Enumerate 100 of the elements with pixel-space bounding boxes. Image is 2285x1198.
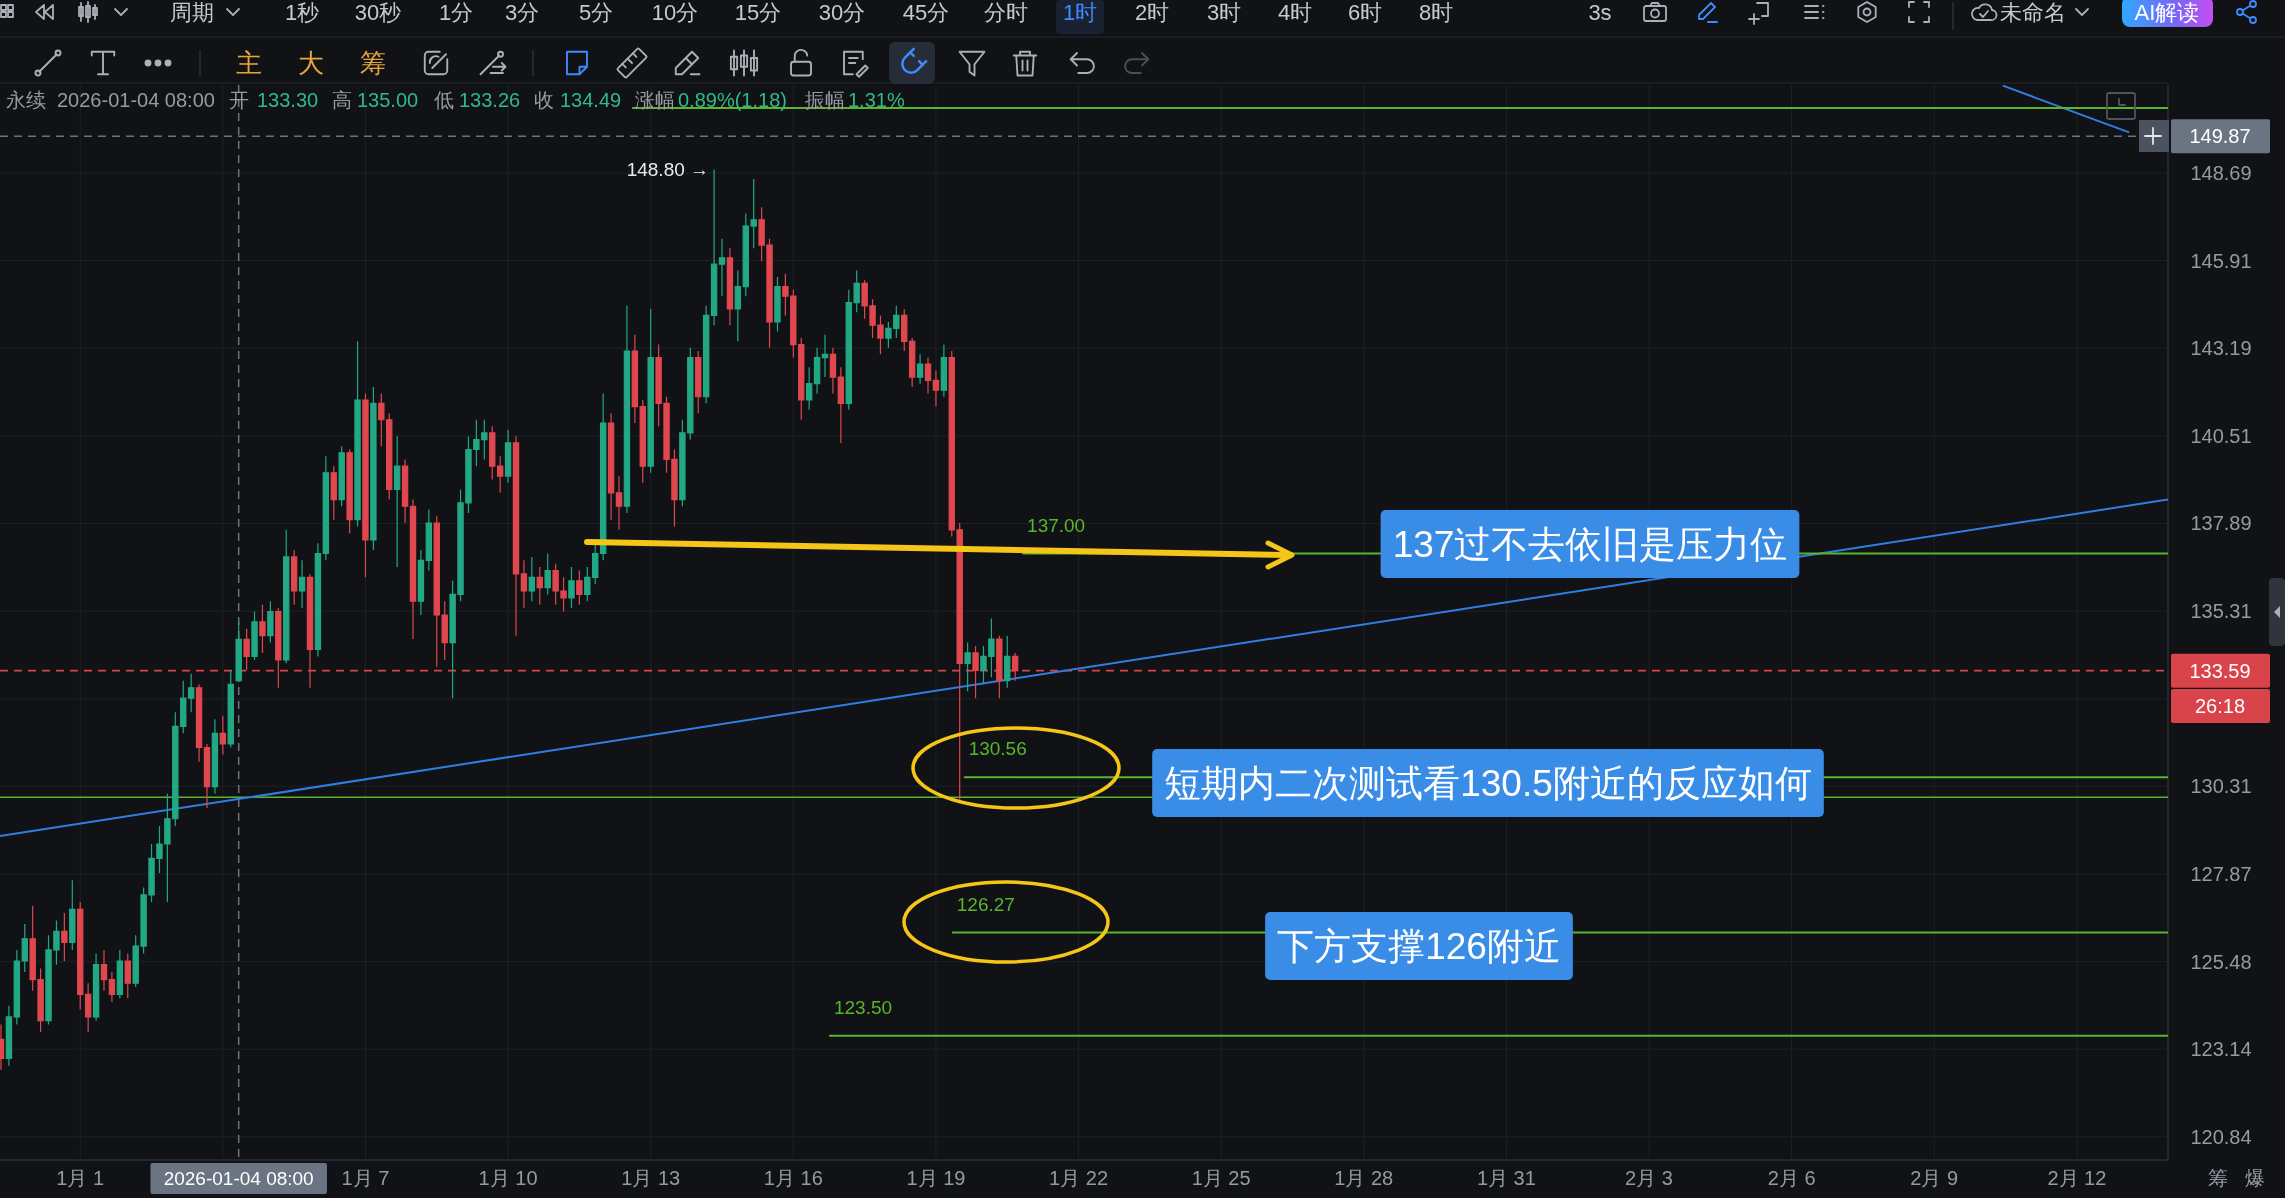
annotation: 133.30 (257, 89, 319, 111)
annotation: 收 (534, 89, 554, 111)
candlestick (69, 879, 76, 951)
text: 周期 (170, 0, 214, 25)
x-tick-label: 1月 16 (763, 1167, 823, 1189)
candlestick (425, 509, 433, 572)
candlestick (100, 949, 108, 992)
y-tick-label: 127.87 (2190, 863, 2252, 886)
candlestick (92, 953, 100, 1022)
x-tick-label: 1月 31 (1476, 1167, 1536, 1189)
text: 1秒 (284, 0, 320, 25)
series-label: 123.50 (833, 996, 893, 1018)
x-tick-label: 2月 3 (1625, 1167, 1673, 1189)
candlestick (718, 238, 726, 297)
x-tick-label: 1月 1 (56, 1167, 105, 1189)
text: 30秒 (354, 0, 402, 25)
candlestick (290, 549, 298, 606)
text: 爆 (2245, 1167, 2265, 1189)
candlestick (615, 475, 623, 531)
annotation: 134.49 (560, 89, 622, 111)
candlestick (607, 412, 615, 521)
candlestick (512, 435, 520, 637)
annotation: 涨幅 (635, 89, 675, 111)
candlestick (695, 350, 702, 414)
candlestick (108, 971, 116, 1003)
candlestick (576, 569, 583, 606)
text: 1分 (438, 0, 474, 25)
candlestick (393, 435, 401, 568)
series-label: 137.00 (1027, 514, 1086, 536)
candlestick (489, 425, 496, 481)
candlestick (267, 600, 274, 644)
text: 未命名 (2000, 0, 2066, 25)
annotation: 短期内二次测试看130.5附近的反应如何 (1164, 762, 1812, 804)
x-tick-label: 1月 28 (1334, 1167, 1394, 1189)
y-tick-label: 140.51 (2190, 424, 2252, 447)
candlestick (370, 386, 377, 551)
candlestick (829, 347, 837, 395)
candlestick (504, 429, 512, 484)
candlestick (924, 356, 932, 395)
candlestick (84, 982, 92, 1033)
candlestick (211, 718, 219, 795)
annotation: 133.26 (459, 89, 521, 111)
candlestick (187, 673, 195, 713)
candlestick (401, 458, 409, 524)
candlestick (338, 445, 345, 507)
candlestick (116, 949, 124, 999)
candlestick (409, 498, 417, 640)
annotation: 2026-01-04 08:00 (57, 89, 215, 111)
text: 大 (298, 48, 324, 79)
candlestick (227, 669, 234, 749)
candlestick (283, 529, 290, 664)
candlestick (219, 715, 227, 756)
candlestick (235, 621, 242, 683)
candlestick (932, 369, 940, 408)
text: 30分 (818, 0, 866, 25)
candlestick (298, 559, 306, 609)
candlestick (77, 901, 84, 1010)
x-tick-label: 1月 13 (621, 1167, 681, 1189)
candlestick (964, 641, 971, 692)
candlestick (623, 305, 631, 514)
text: 45分 (902, 0, 950, 25)
x-tick-label: 1月 19 (906, 1167, 966, 1189)
candlestick (5, 1005, 13, 1067)
x-tick-label: 1月 7 (341, 1167, 390, 1189)
candlestick (362, 392, 369, 578)
x-tick-label: 2月 12 (2047, 1167, 2107, 1189)
annotation: 低 (434, 89, 454, 111)
y-tick-label: 130.31 (2190, 775, 2252, 798)
candlestick (496, 455, 504, 494)
candlestick (124, 953, 131, 999)
x-tick-label: 1月 22 (1049, 1167, 1109, 1189)
ref-line-label: 2026-01-04 08:00 (163, 1168, 314, 1190)
candlestick (536, 566, 543, 606)
annotation: 1.31% (848, 89, 905, 111)
candlestick (599, 392, 607, 561)
candlestick (243, 628, 250, 671)
x-tick-label: 1月 10 (478, 1167, 538, 1189)
candlestick (1004, 635, 1011, 689)
text: AI解读 (2134, 0, 2200, 25)
candlestick (251, 610, 258, 661)
annotation: 振幅 (805, 89, 845, 111)
x-tick-label: 2月 9 (1910, 1167, 1959, 1189)
text: 5分 (578, 0, 614, 25)
text: 3时 (1206, 0, 1242, 25)
text: 1时 (1062, 0, 1098, 25)
candlestick (330, 465, 337, 521)
annotation: 永续 (6, 89, 46, 111)
annotation: 0.89%(1.18) (678, 89, 787, 111)
annotation: 148.80 → (626, 159, 710, 181)
candlestick (544, 552, 551, 595)
candlestick (734, 269, 742, 342)
candlestick (813, 347, 821, 395)
text: 6时 (1347, 0, 1383, 25)
candlestick (940, 343, 948, 398)
text: 主 (236, 48, 262, 79)
candlestick (568, 566, 575, 609)
candlestick (314, 542, 322, 658)
annotation: 137过不去依旧是压力位 (1392, 523, 1788, 565)
y-tick-label: 148.69 (2190, 161, 2252, 184)
candlestick (805, 366, 813, 411)
